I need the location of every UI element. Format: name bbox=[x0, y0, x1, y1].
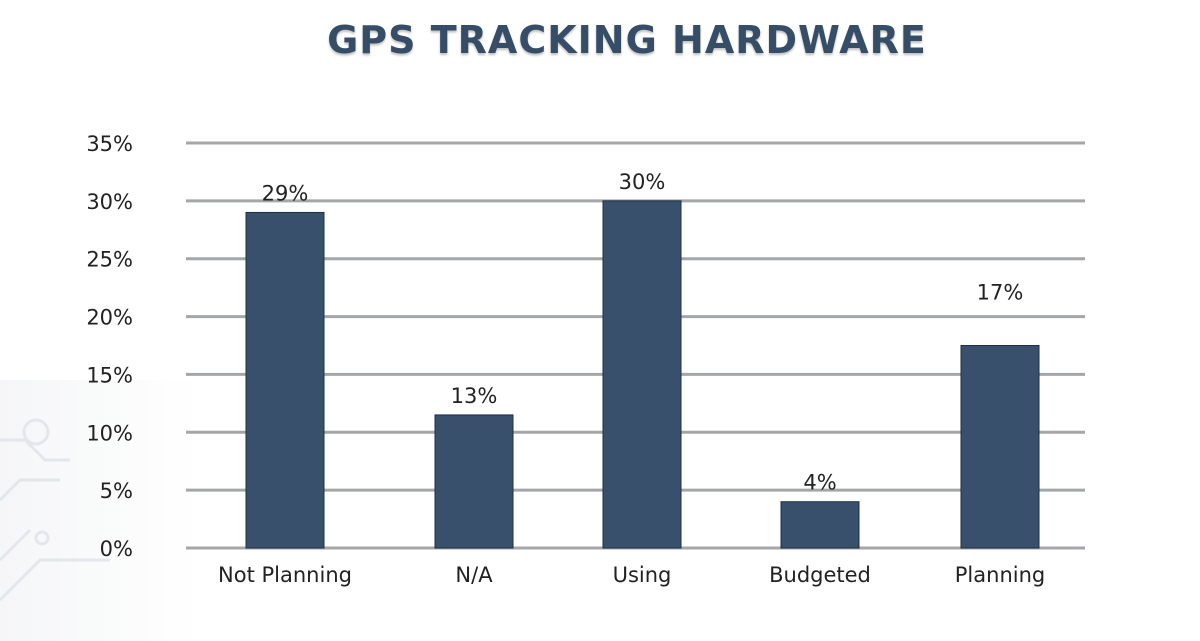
y-tick-label: 35% bbox=[86, 132, 133, 156]
y-tick-label: 10% bbox=[86, 421, 133, 445]
x-axis-categories: Not Planning N/A Using Budgeted Planning bbox=[218, 563, 1045, 587]
y-tick-label: 25% bbox=[86, 248, 133, 272]
category-label: Planning bbox=[955, 563, 1045, 587]
data-label: 30% bbox=[619, 170, 666, 194]
category-label: N/A bbox=[455, 563, 493, 587]
bars bbox=[245, 200, 1040, 549]
bar bbox=[960, 345, 1040, 549]
bar bbox=[245, 211, 325, 549]
category-label: Budgeted bbox=[769, 563, 871, 587]
chart-title: GPS TRACKING HARDWARE bbox=[327, 18, 927, 62]
y-tick-label: 15% bbox=[86, 363, 133, 387]
data-label: 29% bbox=[262, 181, 309, 205]
bar bbox=[434, 414, 514, 549]
category-label: Not Planning bbox=[218, 563, 352, 587]
data-label: 4% bbox=[803, 471, 836, 495]
y-tick-label: 5% bbox=[100, 479, 133, 503]
bar bbox=[602, 200, 682, 549]
data-label: 17% bbox=[977, 281, 1024, 305]
data-label: 13% bbox=[451, 384, 498, 408]
data-labels: 29% 13% 30% 4% 17% bbox=[262, 170, 1024, 495]
category-label: Using bbox=[613, 563, 672, 587]
y-tick-label: 20% bbox=[86, 306, 133, 330]
y-tick-label: 0% bbox=[100, 537, 133, 561]
bar bbox=[780, 501, 860, 549]
y-axis-ticks: 0% 5% 10% 15% 20% 25% 30% 35% bbox=[86, 132, 133, 561]
y-tick-label: 30% bbox=[86, 190, 133, 214]
